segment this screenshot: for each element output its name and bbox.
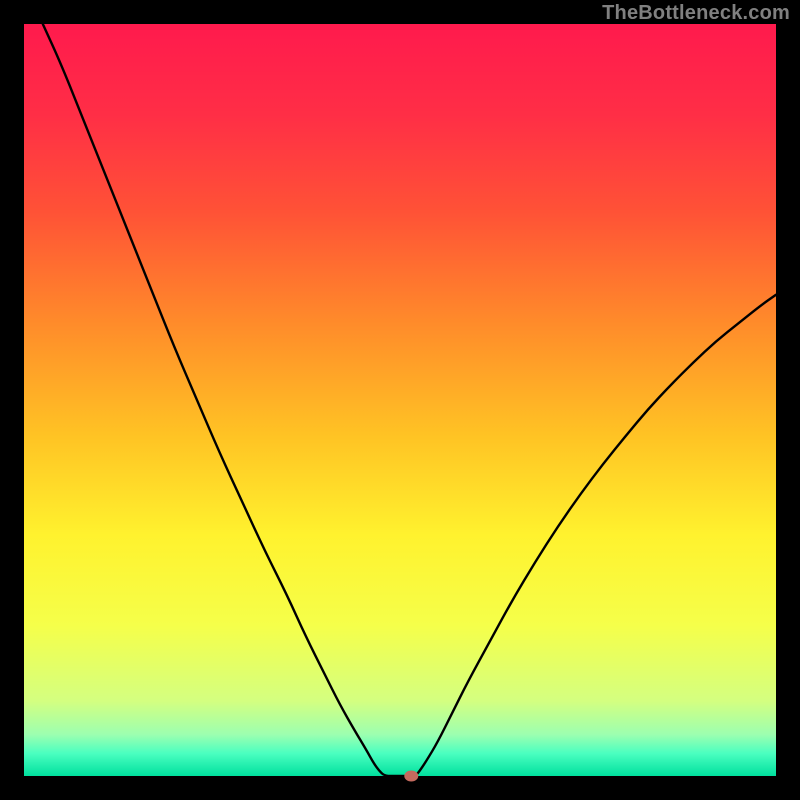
chart-container: TheBottleneck.com — [0, 0, 800, 800]
bottleneck-chart — [0, 0, 800, 800]
optimal-point-marker — [404, 771, 418, 782]
plot-background — [24, 24, 776, 776]
watermark-text: TheBottleneck.com — [602, 2, 790, 25]
